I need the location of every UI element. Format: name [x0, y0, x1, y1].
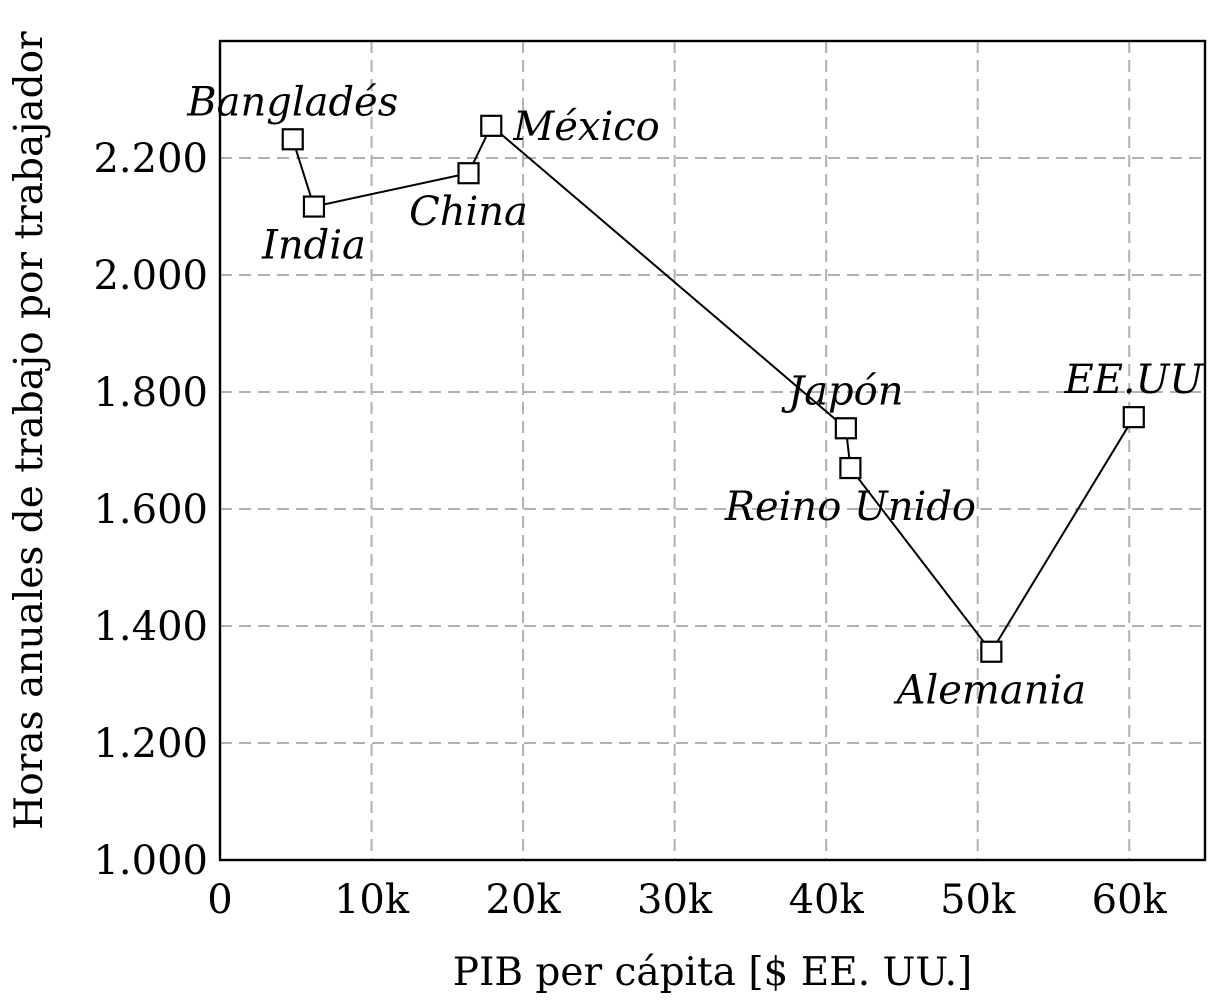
grid-lines	[220, 41, 1205, 860]
x-tick-label: 40k	[789, 877, 865, 923]
x-tick-label: 60k	[1092, 877, 1168, 923]
data-point-label: Bangladés	[186, 79, 398, 125]
x-axis-ticks: 0 10k 20k 30k 40k 50k 60k	[207, 877, 1167, 923]
data-point-marker	[457, 162, 480, 185]
data-point-marker	[980, 640, 1003, 663]
x-tick-label: 50k	[940, 877, 1016, 923]
y-tick-label: 2.000	[93, 253, 208, 299]
data-point-label: China	[409, 189, 528, 235]
y-axis-title: Horas anuales de trabajo por trabajador	[7, 31, 52, 830]
x-tick-label: 0	[207, 877, 232, 923]
series-line	[291, 124, 1135, 654]
data-point-label: Alemania	[893, 668, 1087, 714]
data-point-label: México	[512, 104, 659, 150]
y-tick-label: 1.400	[93, 604, 208, 650]
data-point-marker	[480, 114, 503, 137]
x-axis-title: PIB per cápita [$ EE. UU.]	[453, 950, 973, 995]
y-tick-label: 1.800	[93, 370, 208, 416]
y-axis-ticks: 1.000 1.200 1.400 1.600 1.800 2.000 2.200	[93, 136, 208, 884]
series: Bangladés India China México Japón Reino Unid…	[186, 79, 1204, 713]
data-point-marker	[834, 417, 857, 440]
data-point-label: Reino Unido	[724, 484, 976, 530]
y-tick-label: 1.000	[93, 838, 208, 884]
plot-frame	[218, 39, 1207, 862]
x-tick-label: 20k	[486, 877, 562, 923]
data-point-label: India	[261, 223, 366, 269]
data-point-marker	[302, 195, 326, 218]
data-point-marker	[839, 456, 862, 480]
y-tick-label: 1.600	[93, 487, 208, 533]
data-point-label: Japón	[781, 368, 903, 414]
data-point-marker	[281, 128, 304, 151]
x-tick-label: 30k	[637, 877, 713, 923]
x-tick-label: 10k	[334, 877, 410, 923]
data-point-label: EE.UU	[1064, 357, 1205, 403]
y-tick-label: 1.200	[93, 721, 208, 767]
data-point-marker	[1122, 406, 1145, 429]
y-tick-label: 2.200	[93, 136, 208, 182]
